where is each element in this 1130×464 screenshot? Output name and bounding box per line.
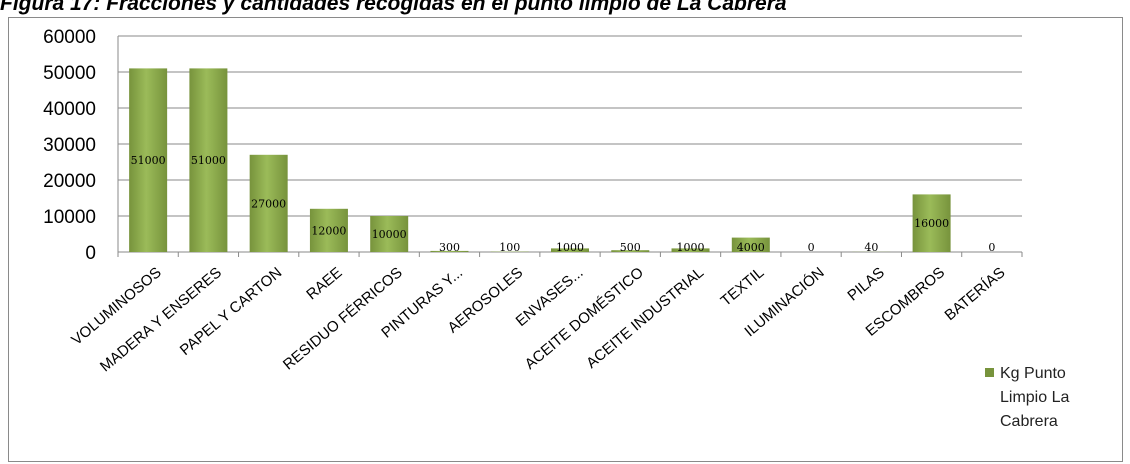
figure-caption: Figura 17: Fracciones y cantidades recog… [0, 0, 787, 15]
y-tick-label: 60000 [43, 27, 96, 48]
legend-swatch [985, 368, 994, 377]
legend: Kg Punto Limpio La Cabrera [985, 365, 1069, 430]
legend-label: Limpio La [1000, 389, 1069, 406]
category-label: RESIDUO FÉRRICOS [280, 264, 406, 373]
data-label: 51000 [191, 154, 226, 167]
bar-1 [129, 68, 168, 253]
bar-4 [309, 208, 348, 252]
data-label: 0 [808, 241, 815, 254]
data-label: 12000 [311, 224, 346, 237]
category-label: TEXTIL [717, 264, 767, 310]
legend-label: Cabrera [1000, 413, 1058, 430]
bar-5 [370, 216, 409, 252]
bar-9 [611, 250, 650, 252]
data-label: 40 [864, 241, 878, 254]
y-tick-label: 10000 [43, 207, 96, 228]
bar-6 [430, 250, 469, 252]
gridlines [117, 35, 1023, 257]
data-label: 1000 [556, 241, 584, 254]
bars [129, 68, 951, 253]
data-label: 300 [439, 241, 460, 254]
category-label: ACEITE INDUSTRIAL [583, 264, 707, 372]
bar-14 [912, 194, 951, 252]
bar-3 [249, 154, 288, 252]
data-label: 16000 [914, 217, 949, 230]
y-tick-label: 40000 [43, 99, 96, 120]
data-label: 100 [499, 241, 520, 254]
category-label: ACEITE DOMÉSTICO [522, 264, 647, 373]
category-label: RAEE [303, 264, 345, 303]
y-tick-label: 50000 [43, 63, 96, 84]
category-label: MADERA Y ENSERES [97, 264, 225, 375]
data-label: 10000 [372, 228, 407, 241]
data-label: 4000 [737, 241, 765, 254]
y-tick-label: 0 [85, 243, 96, 264]
bar-10 [671, 248, 710, 252]
bar-2 [189, 68, 228, 253]
category-label: PILAS [844, 264, 888, 304]
category-label: PAPEL Y CARTON [177, 264, 285, 359]
y-axis-ticks: 0 10000 20000 30000 40000 50000 60000 [43, 27, 96, 264]
legend-label: Kg Punto [1000, 365, 1066, 382]
y-tick-label: 20000 [43, 171, 96, 192]
data-label: 500 [620, 241, 641, 254]
category-label: BATERÍAS [942, 264, 1009, 324]
data-label: 0 [988, 241, 995, 254]
y-tick-label: 30000 [43, 135, 96, 156]
data-label: 1000 [677, 241, 705, 254]
bar-8 [551, 248, 589, 252]
data-label: 27000 [251, 197, 286, 210]
data-label: 51000 [131, 154, 166, 167]
bar-11 [731, 237, 770, 252]
